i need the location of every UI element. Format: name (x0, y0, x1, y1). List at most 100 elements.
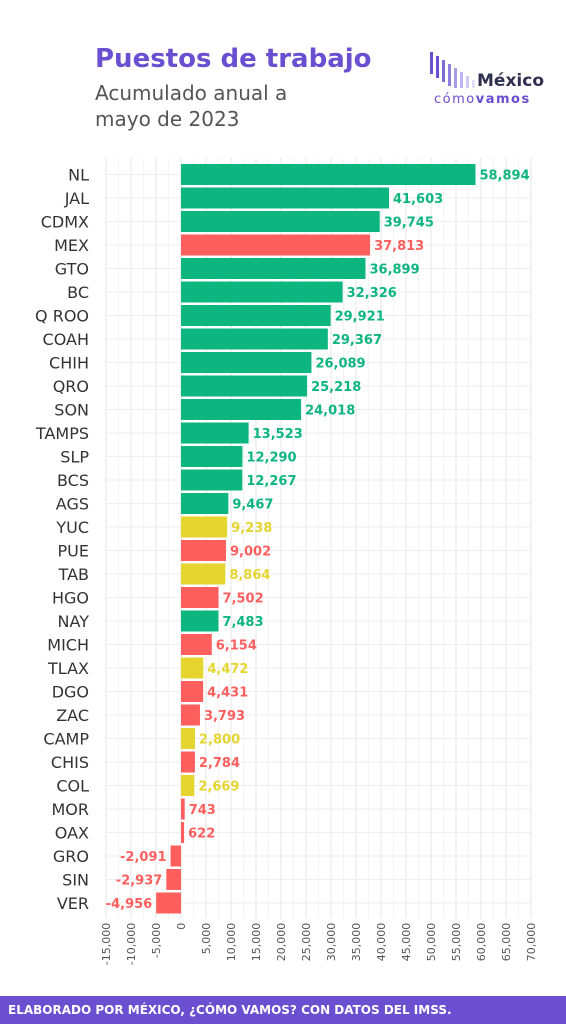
value-label: 3,793 (204, 709, 245, 724)
category-label: COAH (43, 330, 89, 349)
category-label: COL (56, 777, 89, 796)
category-label: SON (54, 401, 89, 420)
value-label: 37,813 (374, 239, 424, 254)
bar (181, 540, 227, 561)
category-label: HGO (52, 589, 89, 608)
x-tick-label: 40,000 (375, 923, 388, 962)
bar (181, 516, 228, 538)
bar (181, 587, 219, 608)
value-label: 32,326 (347, 286, 397, 301)
category-label: MICH (47, 636, 89, 655)
bar (181, 422, 249, 444)
bar (181, 305, 331, 326)
x-tick-label: 5,000 (200, 923, 213, 955)
category-label: TAB (58, 565, 89, 584)
logo-wordmark: México (477, 71, 544, 91)
category-label: BC (67, 283, 89, 302)
value-label: 25,218 (311, 380, 361, 395)
bar (181, 187, 390, 209)
value-label: 4,431 (207, 686, 248, 701)
category-label: CDMX (41, 213, 89, 232)
value-label: 9,002 (230, 545, 271, 560)
bar (181, 728, 195, 749)
chart-title: Puestos de trabajo (95, 44, 372, 74)
value-label: 13,523 (253, 427, 303, 442)
bar (181, 704, 200, 726)
category-label: CHIS (51, 753, 89, 772)
x-tick-label: -15,000 (100, 923, 113, 965)
x-tick-label: 35,000 (350, 923, 363, 962)
x-tick-label: 30,000 (325, 923, 338, 962)
category-label: NAY (58, 612, 90, 631)
category-label: TAMPS (35, 424, 89, 443)
category-label: CHIH (49, 354, 89, 373)
value-label: 8,864 (229, 568, 270, 583)
x-tick-label: 25,000 (300, 923, 313, 962)
bar (181, 446, 243, 467)
bar (181, 375, 308, 397)
logo-tagline-regular: cómo (434, 92, 476, 107)
category-label: VER (57, 894, 89, 913)
value-label: 12,290 (246, 451, 296, 466)
bar (181, 751, 195, 773)
category-label: MEX (54, 236, 89, 255)
bar (170, 845, 181, 867)
category-label: JAL (64, 189, 89, 208)
category-label: CAMP (43, 730, 89, 749)
value-label: -2,091 (120, 850, 167, 865)
category-label: GRO (53, 847, 89, 866)
value-label: 4,472 (207, 662, 248, 677)
x-tick-label: 0 (175, 923, 188, 930)
x-tick-label: -10,000 (125, 923, 138, 965)
value-label: 29,367 (332, 333, 382, 348)
footer-credit: ELABORADO POR MÉXICO, ¿CÓMO VAMOS? CON D… (0, 996, 566, 1024)
bar (181, 822, 185, 843)
x-tick-label: 50,000 (425, 923, 438, 962)
x-tick-label: 20,000 (275, 923, 288, 962)
category-label: SLP (60, 448, 89, 467)
category-label: DGO (52, 683, 89, 702)
bar (181, 211, 380, 232)
value-label: 58,894 (479, 169, 529, 184)
category-labels: NL JAL CDMX MEX GTO BC Q ROO COAH CHIH QRO SON TAMP… (35, 166, 89, 914)
x-tick-label: 55,000 (450, 923, 463, 962)
bar (181, 775, 195, 796)
category-label: PUE (58, 542, 89, 561)
category-label: ZAC (56, 706, 89, 725)
bar (181, 352, 312, 373)
bar (181, 258, 366, 279)
bar (181, 610, 219, 632)
category-label: AGS (56, 495, 89, 514)
value-label: 7,483 (222, 615, 263, 630)
value-label: 29,921 (335, 310, 385, 325)
category-label: NL (68, 166, 89, 185)
category-label: TLAX (47, 659, 89, 678)
value-label: -4,956 (106, 897, 153, 912)
x-tick-label: 10,000 (225, 923, 238, 962)
value-label: 9,467 (232, 498, 273, 513)
logo-tagline-bold: vamos (475, 92, 531, 107)
logo-tagline: cómovamos (434, 92, 531, 107)
value-labels: 58,894 41,603 39,745 37,813 36,899 32,326 29,9… (106, 169, 530, 913)
category-label: QRO (53, 377, 89, 396)
value-label: 24,018 (305, 404, 355, 419)
x-tick-label: 45,000 (400, 923, 413, 962)
bar (181, 469, 243, 491)
value-label: -2,937 (116, 874, 163, 889)
category-label: SIN (62, 871, 89, 890)
bar (181, 681, 204, 702)
logo-bars-icon (430, 52, 475, 88)
value-label: 41,603 (393, 192, 443, 207)
bar (181, 164, 476, 185)
value-label: 2,784 (199, 756, 240, 771)
value-label: 6,154 (216, 639, 257, 654)
value-label: 36,899 (369, 263, 419, 278)
mexico-como-vamos-logo: México cómovamos (428, 52, 553, 108)
value-label: 26,089 (315, 357, 365, 372)
bar (181, 328, 328, 350)
category-label: GTO (55, 260, 89, 279)
x-tick-label: -5,000 (150, 923, 163, 958)
category-label: BCS (57, 471, 89, 490)
bars (156, 164, 476, 914)
subtitle-line-2: mayo de 2023 (95, 107, 240, 131)
